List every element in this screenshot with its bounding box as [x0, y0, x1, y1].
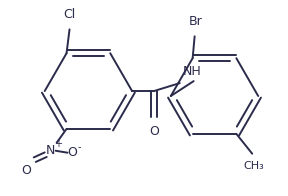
Text: +: + — [54, 139, 62, 149]
Text: NH: NH — [183, 65, 202, 78]
Text: Br: Br — [189, 15, 202, 28]
Text: O: O — [149, 125, 159, 138]
Text: -: - — [78, 142, 81, 152]
Text: CH₃: CH₃ — [244, 161, 265, 171]
Text: O: O — [68, 146, 77, 159]
Text: N: N — [46, 144, 55, 157]
Text: O: O — [21, 164, 31, 177]
Text: Cl: Cl — [63, 8, 76, 21]
